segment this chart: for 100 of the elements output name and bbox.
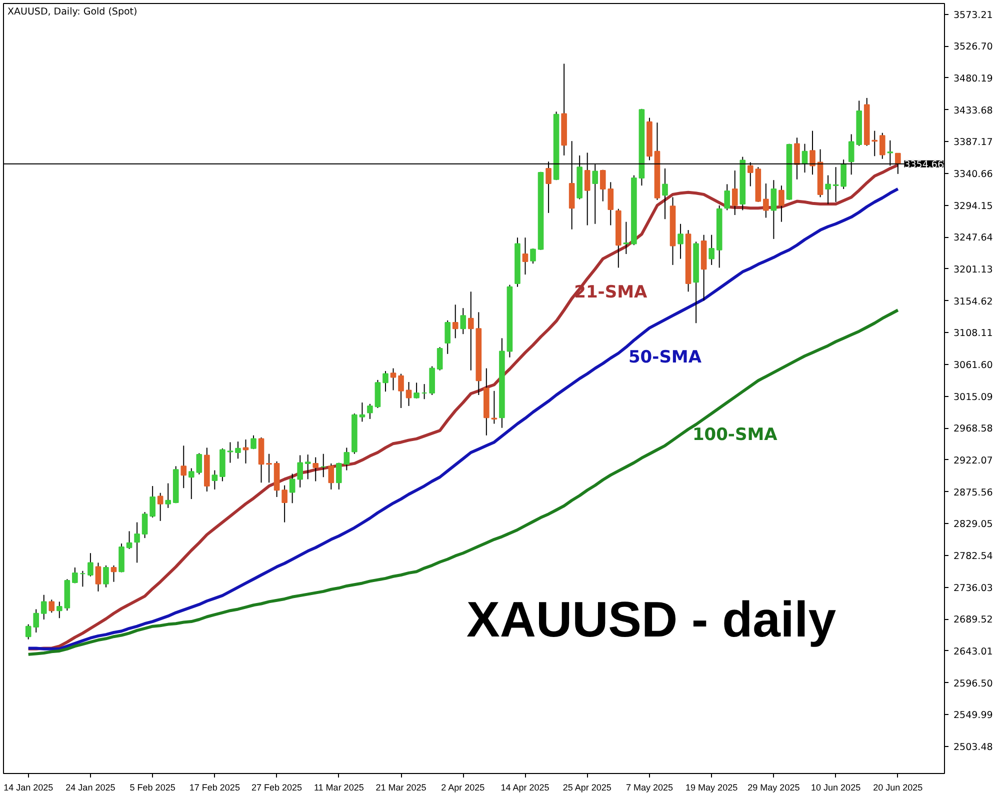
ref-line-label: 3354.66 xyxy=(904,159,944,170)
candlestick xyxy=(414,382,420,399)
y-tick-label: 3294.15 xyxy=(954,200,993,212)
x-tick-label: 5 Feb 2025 xyxy=(130,782,176,792)
candlestick xyxy=(374,379,381,409)
candlestick xyxy=(468,291,474,371)
candlestick xyxy=(266,453,272,484)
candlestick xyxy=(150,486,156,518)
candlestick xyxy=(157,492,164,522)
y-tick-label: 2596.50 xyxy=(954,678,993,690)
candlestick xyxy=(297,454,303,488)
x-tick-label: 20 Jun 2025 xyxy=(873,782,923,792)
y-tick-label: 2829.05 xyxy=(954,519,993,530)
x-tick-label: 24 Jan 2025 xyxy=(66,782,116,792)
x-tick-label: 14 Apr 2025 xyxy=(500,782,550,792)
x-tick-label: 7 May 2025 xyxy=(626,782,673,792)
candlestick xyxy=(359,402,366,422)
y-tick-label: 2736.03 xyxy=(954,582,993,594)
candlestick xyxy=(212,470,218,490)
candlestick xyxy=(600,169,606,202)
y-tick-label: 2503.48 xyxy=(954,742,993,753)
candlestick xyxy=(126,530,132,550)
x-tick-label: 21 Mar 2025 xyxy=(376,782,426,792)
candlestick xyxy=(825,174,831,205)
series-label: 21-SMA xyxy=(574,282,648,303)
y-tick-label: 3015.09 xyxy=(954,392,993,403)
line-series xyxy=(26,308,900,656)
candlestick xyxy=(662,168,668,220)
y-tick-label: 2643.01 xyxy=(954,646,993,658)
y-tick-label: 2782.54 xyxy=(954,550,993,562)
y-tick-label: 3154.62 xyxy=(954,296,993,308)
candlestick xyxy=(56,601,62,619)
candlestick xyxy=(460,308,466,335)
annotation: XAUUSD - daily xyxy=(466,592,836,648)
candlestick xyxy=(708,234,714,266)
y-tick-label: 2875.56 xyxy=(954,487,993,498)
candlestick xyxy=(452,304,458,339)
y-tick-label: 2689.52 xyxy=(954,614,993,626)
candlestick xyxy=(110,564,117,582)
y-tick-label: 3108.11 xyxy=(954,328,993,340)
candlestick xyxy=(235,441,241,460)
series-label: 100-SMA xyxy=(692,425,778,446)
candlestick xyxy=(48,599,55,614)
candlestick xyxy=(879,132,886,160)
candlestick xyxy=(336,462,342,490)
candlestick xyxy=(763,183,769,218)
candlestick xyxy=(390,368,396,391)
candlestick xyxy=(40,594,47,620)
x-tick-label: 2 Apr 2025 xyxy=(441,782,485,792)
candlestick xyxy=(312,456,319,482)
candlestick xyxy=(80,570,86,588)
candlestick xyxy=(444,320,451,354)
candlestick xyxy=(134,522,140,564)
candlestick xyxy=(320,453,326,478)
candlestick xyxy=(778,185,784,222)
candlestick xyxy=(732,170,738,216)
y-tick-label: 2922.07 xyxy=(954,455,993,466)
candlestick xyxy=(832,166,839,202)
y-tick-label: 3387.17 xyxy=(954,137,993,148)
candlestick xyxy=(242,438,249,464)
y-tick-label: 3480.19 xyxy=(954,73,993,84)
candlestick xyxy=(382,370,388,392)
candlestick xyxy=(289,473,296,504)
x-tick-label: 25 Apr 2025 xyxy=(562,782,612,792)
x-tick-label: 14 Jan 2025 xyxy=(4,782,54,792)
candlestick xyxy=(522,237,528,276)
x-tick-label: 17 Feb 2025 xyxy=(189,782,240,792)
y-tick-label: 2549.99 xyxy=(954,710,993,722)
candlestick xyxy=(180,445,187,489)
candlestick xyxy=(88,552,94,577)
series-label: 50-SMA xyxy=(628,348,702,368)
x-tick-label: 10 Jun 2025 xyxy=(811,782,861,792)
candlestick xyxy=(95,562,102,592)
y-tick-label: 3247.64 xyxy=(954,232,993,244)
candlestick xyxy=(165,482,172,508)
y-tick-label: 3061.60 xyxy=(954,360,993,371)
candlestick xyxy=(304,454,311,480)
candlestick xyxy=(142,512,148,539)
x-tick-label: 11 Mar 2025 xyxy=(314,782,364,792)
candlestick xyxy=(72,566,78,584)
y-tick-label: 3573.21 xyxy=(954,10,993,21)
y-tick-label: 3526.70 xyxy=(954,42,993,53)
candlestick xyxy=(421,384,428,400)
candlestick xyxy=(491,390,498,424)
candlestick xyxy=(623,221,630,255)
candlestick xyxy=(678,223,684,260)
candlestick xyxy=(103,564,109,588)
y-tick-label: 3201.13 xyxy=(954,264,993,276)
candlestick xyxy=(406,382,412,406)
candlestick xyxy=(436,346,443,371)
candlestick xyxy=(227,442,234,464)
y-tick-label: 3433.68 xyxy=(954,105,993,116)
candlestick xyxy=(770,180,777,240)
chart-title: XAUUSD, Daily: Gold (Spot) xyxy=(8,6,138,18)
x-tick-label: 27 Feb 2025 xyxy=(252,782,302,792)
candlestick xyxy=(250,434,256,450)
candlestick xyxy=(328,462,334,490)
x-tick-label: 29 May 2025 xyxy=(748,782,800,792)
y-tick-label: 3340.66 xyxy=(954,168,993,180)
candlestick xyxy=(367,403,373,420)
